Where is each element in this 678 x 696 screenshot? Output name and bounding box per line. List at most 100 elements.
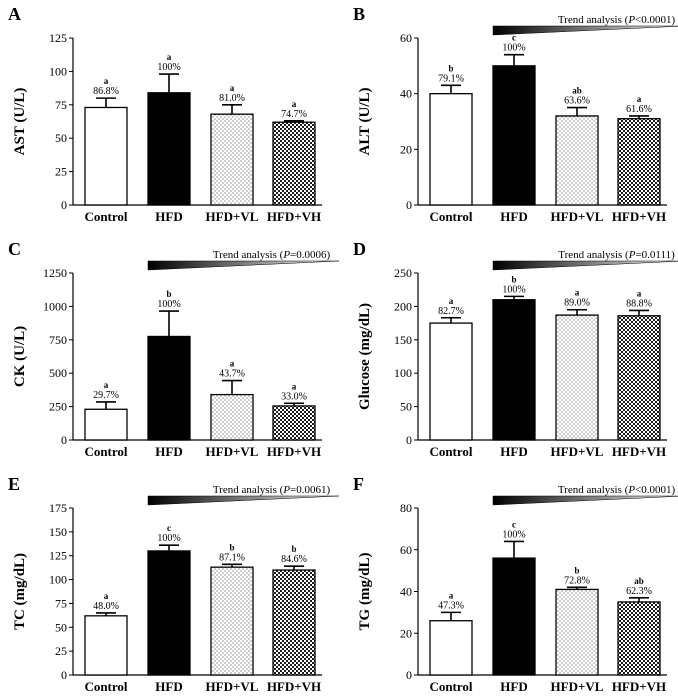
significance-letter-f-2: b — [574, 565, 579, 575]
category-label-b-2: HFD+VL — [551, 209, 604, 224]
category-label-d-1: HFD — [500, 444, 527, 459]
bar-a-3 — [272, 121, 316, 206]
category-label-d-0: Control — [429, 444, 472, 459]
percent-label-e-2: 87.1% — [219, 552, 245, 563]
y-axis-label-e: TC (mg/dL) — [12, 553, 28, 630]
percent-label-e-1: 100% — [157, 533, 180, 544]
bar-f-0 — [429, 620, 473, 676]
percent-label-a-2: 81.0% — [219, 93, 245, 104]
y-tick-label-f: 20 — [400, 626, 412, 640]
bar-b-2 — [555, 115, 599, 206]
percent-label-a-1: 100% — [157, 62, 180, 73]
panel-label-d: D — [353, 239, 366, 259]
y-tick-label-e: 125 — [49, 549, 67, 563]
category-label-b-1: HFD — [500, 209, 527, 224]
category-label-b-3: HFD+VH — [612, 209, 666, 224]
y-tick-label-c: 0 — [61, 433, 67, 447]
percent-label-f-2: 72.8% — [564, 575, 590, 586]
category-label-a-3: HFD+VH — [267, 209, 321, 224]
trend-label-d: Trend analysis (P=0.0111) — [558, 249, 675, 261]
category-label-f-0: Control — [429, 679, 472, 694]
significance-letter-a-1: a — [167, 52, 172, 62]
significance-letter-c-2: a — [230, 359, 235, 369]
bar-d-1 — [492, 299, 536, 441]
trend-prefix: Trend analysis ( — [558, 484, 629, 496]
percent-label-f-1: 100% — [502, 529, 525, 540]
significance-letter-a-3: a — [292, 99, 297, 109]
bar-b-0 — [429, 93, 473, 206]
bar-e-3 — [272, 569, 316, 676]
panel-label-c: C — [8, 239, 21, 259]
category-label-a-1: HFD — [155, 209, 182, 224]
bar-f-2 — [555, 588, 599, 676]
y-tick-label-a: 75 — [55, 98, 67, 112]
significance-letter-b-0: b — [448, 63, 453, 73]
trend-p-symbol: P — [282, 249, 290, 261]
y-tick-label-e: 100 — [49, 573, 67, 587]
category-label-c-0: Control — [84, 444, 127, 459]
y-tick-label-b: 40 — [400, 87, 412, 101]
y-tick-label-a: 50 — [55, 131, 67, 145]
y-tick-label-c: 500 — [49, 366, 67, 380]
y-tick-label-f: 60 — [400, 543, 412, 557]
panel-label-f: F — [353, 474, 364, 494]
trend-wedge-c — [147, 260, 340, 271]
y-tick-label-e: 50 — [55, 620, 67, 634]
bar-e-0 — [84, 615, 128, 676]
panel-label-a: A — [8, 4, 21, 24]
trend-wedge-d — [492, 260, 678, 271]
trend-p-symbol: P — [628, 249, 636, 261]
panel-B: B ALT (U/L) 0 20 40 60 79.1%b Control 100%c HFD 63… — [353, 4, 678, 224]
percent-label-b-3: 61.6% — [626, 104, 652, 115]
category-label-c-1: HFD — [155, 444, 182, 459]
bar-c-1 — [147, 335, 191, 441]
percent-label-f-0: 47.3% — [438, 600, 464, 611]
y-tick-label-a: 100 — [49, 64, 67, 78]
trend-prefix: Trend analysis ( — [213, 249, 284, 261]
percent-label-f-3: 62.3% — [626, 586, 652, 597]
significance-letter-d-3: a — [637, 288, 642, 298]
trend-p-value: <0.0001) — [635, 14, 675, 26]
bar-b-3 — [617, 118, 661, 206]
y-tick-label-e: 0 — [61, 668, 67, 682]
category-label-e-3: HFD+VH — [267, 679, 321, 694]
y-axis-label-d: Glucose (mg/dL) — [357, 303, 373, 410]
category-label-d-2: HFD+VL — [551, 444, 604, 459]
y-tick-label-d: 100 — [394, 366, 412, 380]
significance-letter-d-2: a — [575, 288, 580, 298]
y-tick-label-f: 80 — [400, 501, 412, 515]
panel-C: CCK (U/L)02505007501000125029.7%aControl… — [8, 239, 340, 459]
bar-e-1 — [147, 550, 191, 676]
significance-letter-a-0: a — [104, 76, 109, 86]
trend-label-c: Trend analysis (P=0.0006) — [213, 249, 331, 261]
significance-letter-f-0: a — [449, 590, 454, 600]
bar-f-1 — [492, 557, 536, 676]
y-tick-label-c: 250 — [49, 400, 67, 414]
category-label-e-1: HFD — [155, 679, 182, 694]
significance-letter-b-3: a — [637, 94, 642, 104]
bar-a-2 — [210, 113, 254, 206]
y-axis-label-b: ALT (U/L) — [357, 88, 373, 156]
category-label-d-3: HFD+VH — [612, 444, 666, 459]
significance-letter-f-1: c — [512, 519, 516, 529]
significance-letter-a-2: a — [230, 83, 235, 93]
trend-p-symbol: P — [627, 484, 635, 496]
trend-p-symbol: P — [282, 484, 290, 496]
y-tick-label-b: 0 — [406, 198, 412, 212]
percent-label-e-3: 84.6% — [281, 554, 307, 565]
category-label-f-3: HFD+VH — [612, 679, 666, 694]
percent-label-a-3: 74.7% — [281, 109, 307, 120]
percent-label-a-0: 86.8% — [93, 86, 119, 97]
y-tick-label-f: 40 — [400, 585, 412, 599]
y-tick-label-d: 150 — [394, 333, 412, 347]
category-label-e-2: HFD+VL — [206, 679, 259, 694]
y-tick-label-e: 175 — [49, 501, 67, 515]
percent-label-e-0: 48.0% — [93, 601, 119, 612]
category-label-f-2: HFD+VL — [551, 679, 604, 694]
bar-c-2 — [210, 393, 254, 441]
bar-f-3 — [617, 601, 661, 676]
category-label-b-0: Control — [429, 209, 472, 224]
